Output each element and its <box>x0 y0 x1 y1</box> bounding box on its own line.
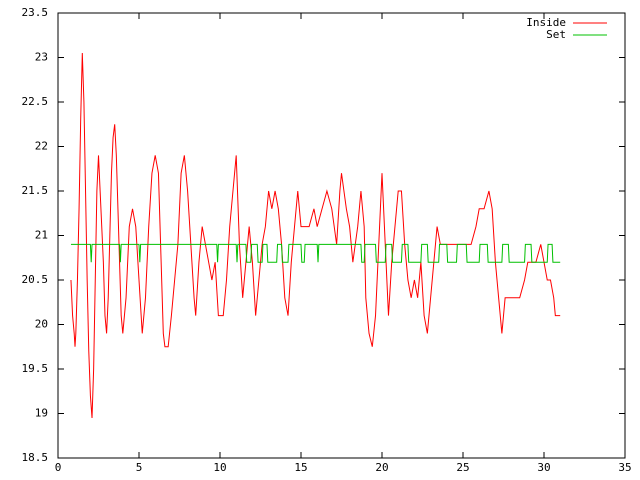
x-tick-label: 20 <box>375 461 388 474</box>
y-tick-label: 21.5 <box>22 184 49 197</box>
legend-label: Inside <box>526 16 566 29</box>
y-tick-label: 23 <box>35 51 48 64</box>
y-tick-label: 22 <box>35 140 48 153</box>
y-tick-label: 22.5 <box>22 95 49 108</box>
data-line <box>70 243 561 263</box>
x-tick-label: 10 <box>213 461 226 474</box>
y-tick-label: 18.5 <box>22 451 49 464</box>
y-tick-label: 20 <box>35 318 48 331</box>
y-tick-label: 20.5 <box>22 273 49 286</box>
x-tick-label: 25 <box>456 461 469 474</box>
x-tick-label: 0 <box>55 461 62 474</box>
legend-label: Set <box>546 28 566 41</box>
data-line <box>70 53 561 418</box>
y-tick-label: 23.5 <box>22 6 49 19</box>
x-tick-label: 30 <box>537 461 550 474</box>
plot-frame <box>57 12 626 459</box>
y-tick-label: 19.5 <box>22 362 49 375</box>
x-tick-label: 35 <box>618 461 631 474</box>
y-tick-label: 21 <box>35 229 48 242</box>
x-tick-label: 5 <box>136 461 143 474</box>
y-tick-label: 19 <box>35 407 48 420</box>
x-tick-label: 15 <box>294 461 307 474</box>
